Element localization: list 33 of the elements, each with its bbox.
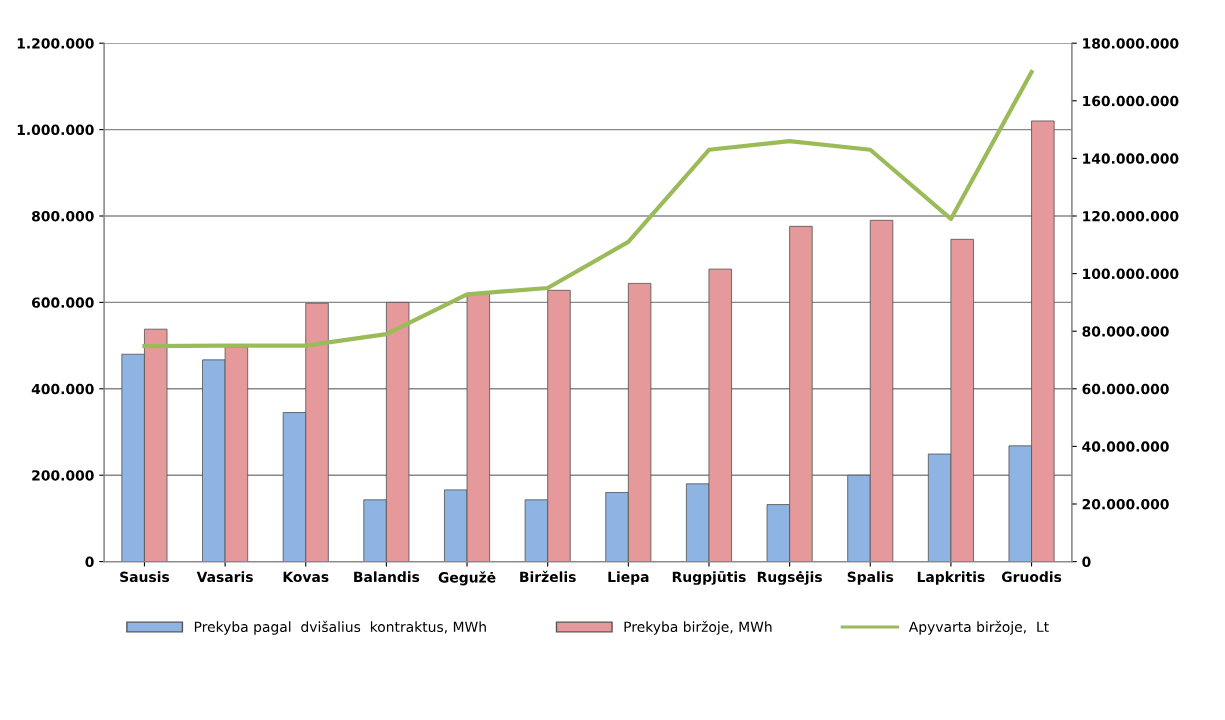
x-tick-label: Gruodis [1001, 571, 1062, 583]
y-tick-label: 600.000 [32, 297, 94, 308]
y2-tick-label: 80.000.000 [1082, 326, 1169, 337]
x-tick-label: Birželis [520, 570, 576, 583]
y2-tick-label: 100.000.000 [1083, 268, 1179, 280]
y2-tick-label: 180.000.000 [1083, 38, 1179, 49]
y2-tick-label: 140.000.000 [1083, 153, 1179, 164]
x-tick-label: Sausis [120, 571, 170, 583]
y-tick-label: 1.000.000 [17, 124, 94, 136]
y-tick-label: 800.000 [31, 210, 94, 222]
x-tick-label: Rugsėjis [757, 571, 822, 585]
x-tick-label: Kovas [283, 571, 329, 583]
x-tick-label: Gegužė [438, 571, 496, 586]
legend-label: Prekyba pagal dvišalius kontraktus, MWh [194, 620, 486, 635]
line-series [142, 69, 1034, 349]
x-tick-label: Liepa [608, 571, 649, 585]
y-tick-label: 0 [85, 556, 94, 568]
y2-tick-label: 40.000.000 [1082, 441, 1169, 452]
x-tick-label: Spalis [847, 571, 894, 585]
y-tick-label: 200.000 [32, 470, 94, 481]
legend-label: Prekyba biržoje, MWh [624, 620, 772, 635]
y2-tick-label: 20.000.000 [1082, 498, 1169, 510]
x-tick-label: Vasaris [196, 571, 253, 583]
x-tick-label: Lapkritis [917, 571, 985, 585]
y2-tick-label: 0 [1082, 556, 1091, 568]
y2-tick-label: 160.000.000 [1083, 95, 1179, 107]
x-tick-label: Rugpjūtis [672, 571, 746, 585]
y-tick-label: 400.000 [31, 383, 94, 395]
y2-tick-label: 60.000.000 [1082, 383, 1169, 395]
y2-tick-label: 120.000.000 [1083, 210, 1179, 222]
x-tick-label: Balandis [354, 571, 420, 583]
legend-label: Apyvarta biržoje, Lt [908, 620, 1049, 635]
y-tick-label: 1.200.000 [17, 38, 94, 49]
